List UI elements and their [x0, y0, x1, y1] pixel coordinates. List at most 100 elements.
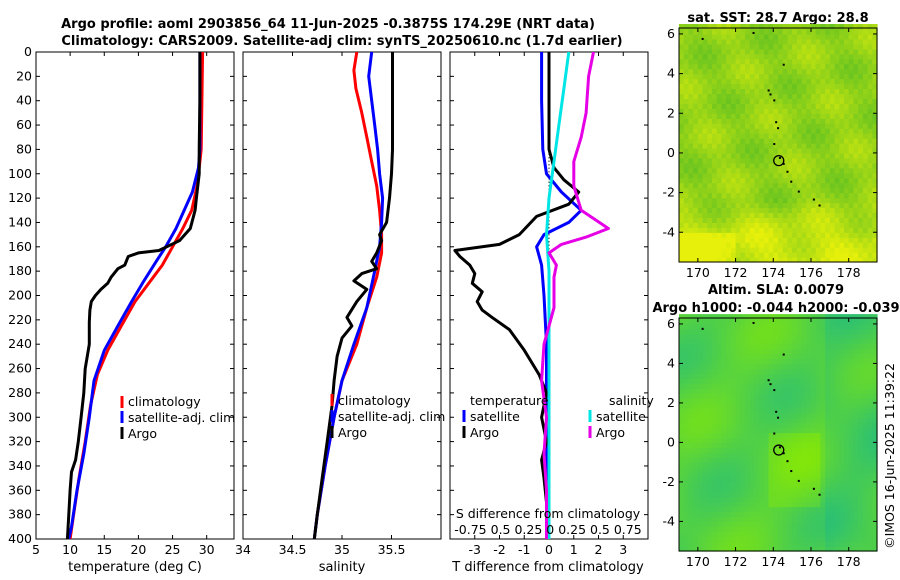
- sst-map-cell: [712, 167, 718, 174]
- sst-map-cell: [792, 152, 798, 159]
- sst-map-cell: [806, 83, 812, 90]
- sst-map-cell: [745, 123, 751, 129]
- sst-map-cell: [839, 182, 845, 189]
- sla-map-cell: [707, 363, 713, 369]
- sst-map-cell: [858, 232, 864, 238]
- sla-map-cell: [759, 373, 765, 379]
- sla-map-cell: [679, 442, 685, 448]
- sst-map-cell: [862, 123, 869, 129]
- sla-map-cell: [773, 363, 779, 369]
- sst-map-cell: [792, 167, 798, 174]
- sla-map-cell: [839, 402, 845, 409]
- sst-map-cell: [834, 118, 840, 124]
- sla-map-cell: [773, 531, 779, 537]
- sla-map-cell: [848, 343, 855, 350]
- sst-map-cell: [749, 43, 756, 50]
- sst-map-cell: [815, 123, 822, 129]
- sla-map-cell: [829, 437, 836, 444]
- sst-map-cell: [825, 257, 831, 263]
- sst-map-cell: [867, 162, 873, 169]
- sst-map-cell: [688, 177, 694, 184]
- sst-map-cell: [702, 29, 708, 35]
- sst-map-cell: [679, 88, 685, 95]
- sst-map-cell: [716, 242, 723, 248]
- sla-map-cell: [716, 496, 723, 503]
- sst-map-cell: [811, 113, 817, 119]
- sla-map-cell: [763, 437, 770, 444]
- sst-map-cell: [872, 192, 878, 199]
- sla-map-cell: [778, 481, 784, 488]
- sst-map-cell: [735, 157, 741, 164]
- sst-map-cell: [707, 252, 713, 258]
- sst-map-cell: [811, 207, 817, 214]
- sst-map-cell: [853, 93, 859, 99]
- salinity-xtick-label: 34: [235, 542, 251, 557]
- sst-map-cell: [712, 38, 718, 45]
- sla-map-cell: [834, 363, 840, 369]
- sla-map-cell: [778, 531, 784, 537]
- sst-map-cell: [730, 29, 737, 35]
- sla-map-cell: [768, 348, 774, 355]
- sst-map-cell: [801, 187, 807, 194]
- sst-map-cell: [829, 202, 836, 209]
- sst-map-cell: [867, 53, 873, 60]
- sst-map-cell: [811, 118, 817, 124]
- sla-map-cell: [759, 496, 765, 503]
- sst-map-cell: [811, 48, 817, 55]
- sla-map-cell: [754, 319, 760, 325]
- sst-map-cell: [726, 182, 732, 189]
- sla-map-cell: [688, 526, 694, 532]
- sla-map-cell: [683, 511, 690, 518]
- sst-map-cell: [796, 38, 803, 45]
- sst-map-cell: [844, 53, 850, 60]
- sla-map-cell: [796, 402, 803, 409]
- sst-map-cell: [867, 63, 873, 70]
- sla-map-cell: [853, 353, 859, 360]
- sst-map-cell: [782, 187, 789, 194]
- sla-map-cell: [778, 323, 784, 330]
- sst-map-cell: [811, 103, 817, 109]
- sst-map-cell: [825, 138, 831, 144]
- depth-tick-label: 300: [8, 409, 32, 424]
- sla-map-cell: [712, 353, 718, 360]
- sst-map-cell: [740, 232, 746, 238]
- sst-map-cell: [759, 88, 765, 95]
- sst-map-cell: [787, 73, 793, 80]
- sst-map-cell: [872, 93, 878, 99]
- sla-map-cell: [862, 472, 869, 478]
- sst-map-cell: [759, 257, 765, 263]
- sst-map-cell: [730, 123, 737, 129]
- sst-map-cell: [848, 29, 855, 35]
- sla-map-cell: [768, 467, 774, 473]
- sst-map-cell: [697, 128, 704, 134]
- sst-map-cell: [683, 33, 690, 40]
- sst-map-cell: [693, 78, 699, 85]
- sst-map-cell: [782, 207, 789, 214]
- sla-map-cell: [759, 402, 765, 409]
- argo-location-marker: [773, 154, 785, 167]
- sla-map-cell: [787, 447, 793, 453]
- sla-map-cell: [759, 417, 765, 424]
- sla-map-cell: [735, 526, 741, 532]
- sst-map-cell: [749, 113, 756, 119]
- sla-map-cell: [815, 333, 822, 340]
- sla-map-cell: [754, 333, 760, 340]
- sst-map-cell: [820, 138, 826, 144]
- sla-map-cell: [844, 323, 850, 330]
- sst-map-cell: [683, 48, 690, 55]
- salinity-xtick-label: 34.5: [279, 542, 307, 557]
- sst-map-cell: [721, 58, 727, 65]
- sla-map-cell: [683, 447, 690, 453]
- sst-map-cell: [693, 43, 699, 50]
- sla-map-cell: [735, 328, 741, 335]
- sla-map-cell: [778, 368, 784, 374]
- sla-map-cell: [853, 521, 859, 527]
- sla-map-cell: [707, 393, 713, 399]
- sla-map-cell: [707, 343, 713, 350]
- lon-tick-label: 176: [799, 265, 823, 280]
- sla-map-subtitle: Argo h1000: -0.044 h2000: -0.039: [652, 301, 899, 316]
- sla-map-cell: [754, 472, 760, 478]
- sla-map-cell: [712, 481, 718, 488]
- sla-map-cell: [773, 501, 779, 508]
- sla-map-cell: [829, 427, 836, 434]
